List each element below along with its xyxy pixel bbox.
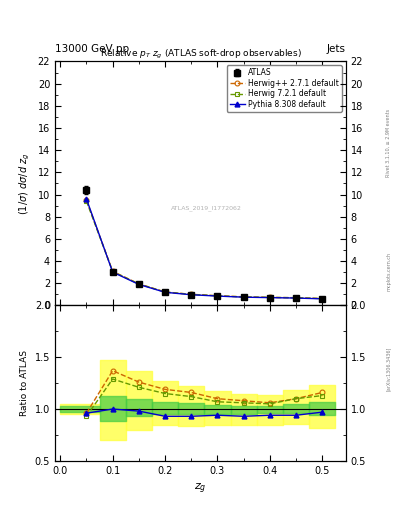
Herwig 7.2.1 default [241, 294, 246, 300]
Line: Herwig 7.2.1 default: Herwig 7.2.1 default [84, 199, 325, 301]
Pythia 8.308 default [110, 269, 115, 275]
Herwig++ 2.7.1 default [294, 295, 298, 301]
Herwig 7.2.1 default [294, 295, 298, 301]
Pythia 8.308 default [268, 294, 272, 301]
X-axis label: $z_g$: $z_g$ [194, 481, 207, 496]
Line: Herwig++ 2.7.1 default: Herwig++ 2.7.1 default [84, 198, 325, 301]
Pythia 8.308 default [84, 196, 89, 202]
Y-axis label: $(1/\sigma)$ $d\sigma/d$ $z_g$: $(1/\sigma)$ $d\sigma/d$ $z_g$ [18, 152, 32, 215]
Text: Rivet 3.1.10, ≥ 2.9M events: Rivet 3.1.10, ≥ 2.9M events [386, 109, 391, 178]
Legend: ATLAS, Herwig++ 2.7.1 default, Herwig 7.2.1 default, Pythia 8.308 default: ATLAS, Herwig++ 2.7.1 default, Herwig 7.… [227, 65, 342, 112]
Herwig++ 2.7.1 default [110, 268, 115, 274]
Herwig++ 2.7.1 default [241, 294, 246, 300]
Text: [arXiv:1306.3436]: [arXiv:1306.3436] [386, 347, 391, 391]
Pythia 8.308 default [320, 296, 325, 302]
Herwig 7.2.1 default [189, 291, 194, 297]
Text: 13000 GeV pp: 13000 GeV pp [55, 44, 129, 54]
Herwig 7.2.1 default [320, 295, 325, 302]
Text: mcplots.cern.ch: mcplots.cern.ch [386, 252, 391, 291]
Pythia 8.308 default [136, 282, 141, 288]
Pythia 8.308 default [189, 292, 194, 298]
Pythia 8.308 default [241, 294, 246, 300]
Herwig++ 2.7.1 default [320, 295, 325, 302]
Y-axis label: Ratio to ATLAS: Ratio to ATLAS [20, 350, 29, 416]
Line: Pythia 8.308 default: Pythia 8.308 default [84, 197, 325, 301]
Herwig 7.2.1 default [136, 281, 141, 287]
Pythia 8.308 default [163, 289, 167, 295]
Herwig 7.2.1 default [110, 268, 115, 274]
Herwig++ 2.7.1 default [163, 289, 167, 295]
Herwig 7.2.1 default [215, 293, 220, 299]
Herwig 7.2.1 default [84, 198, 89, 204]
Herwig 7.2.1 default [163, 289, 167, 295]
Text: ATLAS_2019_I1772062: ATLAS_2019_I1772062 [171, 205, 242, 211]
Pythia 8.308 default [215, 293, 220, 299]
Herwig++ 2.7.1 default [268, 294, 272, 301]
Herwig++ 2.7.1 default [136, 281, 141, 287]
Herwig 7.2.1 default [268, 294, 272, 301]
Title: Relative $p_T$ $z_g$ (ATLAS soft-drop observables): Relative $p_T$ $z_g$ (ATLAS soft-drop ob… [99, 48, 301, 61]
Herwig++ 2.7.1 default [215, 293, 220, 299]
Text: Jets: Jets [327, 44, 346, 54]
Pythia 8.308 default [294, 295, 298, 301]
Herwig++ 2.7.1 default [189, 291, 194, 297]
Herwig++ 2.7.1 default [84, 197, 89, 203]
